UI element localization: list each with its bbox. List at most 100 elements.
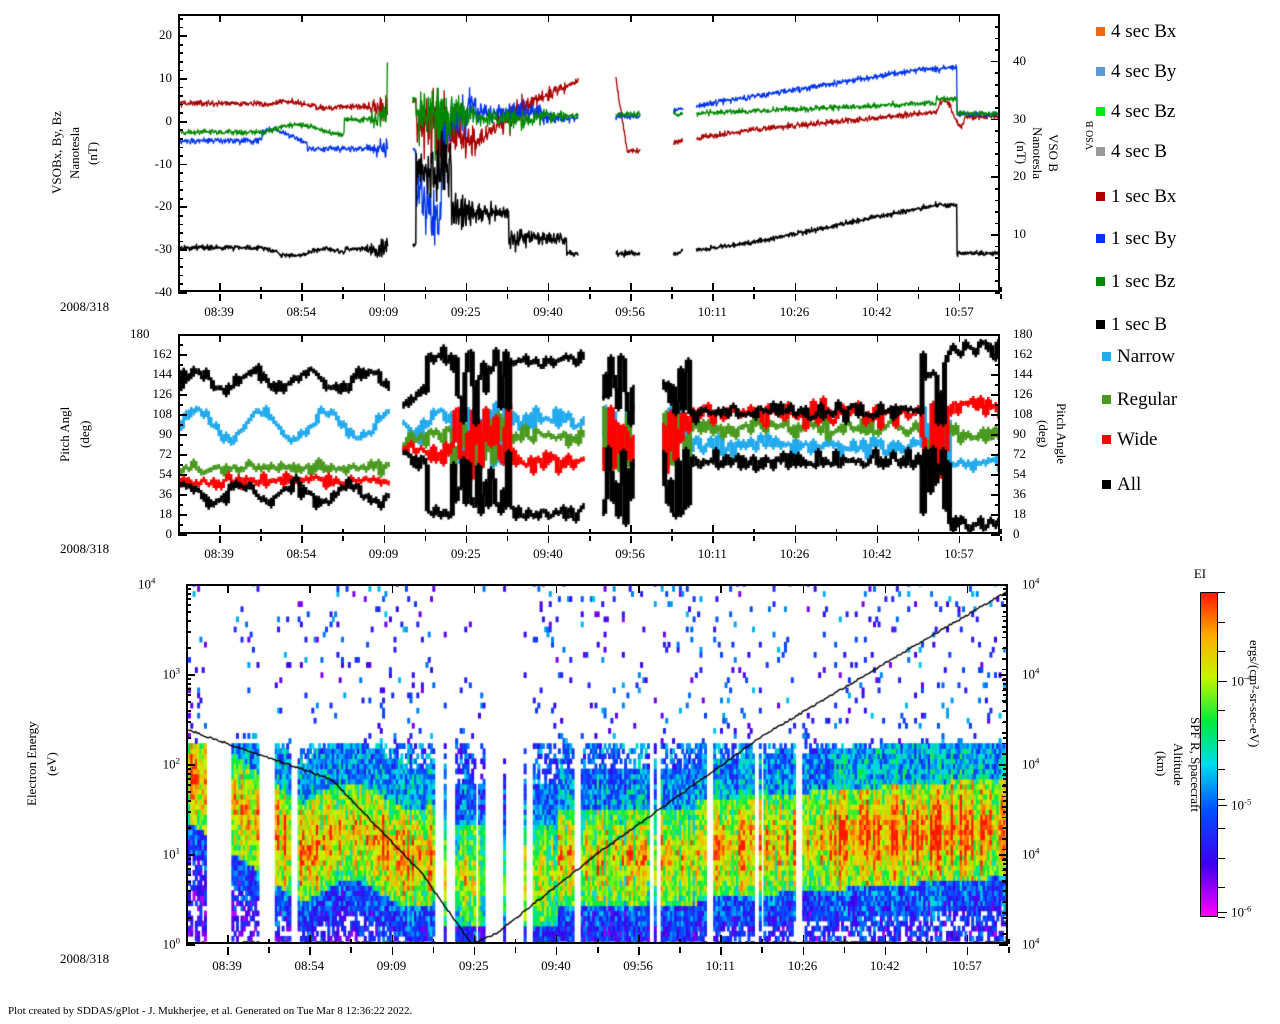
legend-item[interactable]: 1 sec By [1096, 229, 1176, 248]
legend-item-label: 1 sec B [1111, 313, 1167, 335]
axis-tick [995, 211, 1000, 213]
axis-tick [995, 384, 1000, 386]
axis-tick [712, 294, 714, 301]
axis-tick [260, 536, 262, 541]
axis-tick [178, 52, 183, 55]
axis-tick [178, 534, 187, 536]
legend-item[interactable]: Wide [1102, 428, 1158, 450]
axis-tick [1002, 880, 1008, 882]
axis-tick [465, 14, 468, 22]
axis-tick [301, 294, 303, 301]
colorbar-tick [1218, 828, 1225, 830]
panel-2-ytick-left: 90 [159, 426, 172, 441]
panel-2-ytick-right: 18 [1013, 506, 1026, 521]
legend-swatch-icon [1096, 26, 1105, 36]
axis-tick [1002, 742, 1008, 745]
legend-item[interactable]: 4 sec Bz [1096, 100, 1176, 122]
legend-item[interactable]: 4 sec B [1096, 142, 1167, 161]
axis-tick [843, 939, 846, 944]
axis-tick [995, 404, 1000, 406]
colorbar-title: EI [1193, 566, 1207, 581]
colorbar-tick [1218, 739, 1225, 741]
legend-item[interactable]: 1 sec Bz [1096, 272, 1175, 291]
axis-tick [219, 536, 221, 543]
colorbar-tick [1218, 887, 1225, 889]
axis-tick [260, 529, 262, 534]
axis-tick [995, 504, 1000, 506]
axis-tick [1008, 947, 1010, 953]
axis-tick [589, 529, 591, 534]
legend-item-label: 4 sec Bz [1111, 100, 1176, 122]
axis-tick [186, 611, 191, 613]
axis-tick [178, 274, 183, 277]
axis-tick [186, 693, 191, 696]
colorbar-tick [1218, 769, 1225, 771]
axis-tick [917, 536, 920, 541]
legend-item[interactable]: 4 sec By [1096, 62, 1176, 81]
axis-tick [178, 464, 183, 466]
panel-1-ytick-right: 40 [1013, 52, 1026, 68]
axis-tick [260, 287, 262, 292]
axis-tick [638, 584, 640, 593]
axis-tick [178, 95, 183, 97]
axis-tick [186, 687, 191, 690]
legend-swatch-icon [1096, 191, 1105, 201]
axis-tick [178, 26, 183, 29]
panel-3-ylabel-right-3: (km) [1154, 751, 1169, 777]
panel-1-xtick: 09:25 [450, 304, 481, 319]
colorbar-tick [1218, 917, 1225, 918]
legend-item[interactable]: Narrow [1102, 347, 1175, 366]
colorbar-tick [1218, 651, 1225, 653]
panel-3-xtick: 09:40 [541, 958, 571, 973]
axis-tick [186, 588, 191, 590]
panel-2-ytick-left: 54 [159, 466, 172, 481]
axis-tick [1002, 711, 1008, 713]
axis-tick [178, 240, 183, 243]
axis-tick [186, 597, 191, 600]
panel-1-ytick-left: -30 [154, 241, 172, 257]
axis-tick [995, 257, 1000, 259]
axis-tick [995, 444, 1000, 446]
legend-item[interactable]: All [1102, 475, 1141, 494]
panel-3-xtick: 09:25 [458, 958, 489, 973]
panel-2-ytick-right: 144 [1013, 366, 1033, 381]
axis-tick [555, 584, 558, 593]
legend-item[interactable]: 4 sec Bx [1096, 22, 1176, 41]
axis-tick [186, 646, 191, 649]
legend-item[interactable]: Regular [1102, 390, 1177, 409]
axis-tick [925, 939, 928, 944]
axis-tick [219, 14, 221, 22]
legend-item[interactable]: 1 sec B [1096, 313, 1167, 335]
axis-tick [884, 935, 887, 944]
panel-2-ytick-left: 180 [130, 326, 150, 341]
panel-1-ytick-left: 10 [159, 70, 172, 86]
axis-tick [178, 138, 183, 140]
axis-tick [1002, 647, 1008, 649]
axis-tick [991, 514, 1000, 516]
axis-tick [917, 529, 920, 534]
colorbar-tick-label: 10-6 [1231, 903, 1252, 920]
legend-item[interactable]: 1 sec Bx [1096, 187, 1176, 206]
axis-tick [301, 14, 303, 22]
panel-2-ytick-right: 36 [1013, 486, 1026, 501]
panel-2-xtick: 10:26 [779, 546, 810, 561]
panel-3-xtick: 08:39 [212, 958, 242, 973]
panel-2-ytick-right: 54 [1013, 466, 1026, 481]
axis-tick [1003, 873, 1008, 876]
axis-tick [995, 187, 1000, 190]
axis-tick [995, 222, 1000, 225]
axis-tick [555, 935, 558, 944]
axis-tick [712, 283, 714, 292]
axis-tick [301, 525, 303, 534]
footer-credit: Plot created by SDDAS/gPlot - J. Mukherj… [8, 1005, 413, 1017]
panel-2-ylabel-right-2: (deg) [1036, 420, 1051, 448]
colorbar-tick [1218, 621, 1225, 623]
axis-tick [178, 374, 187, 376]
legend-item-label: Wide [1117, 428, 1158, 450]
axis-tick [995, 26, 1000, 28]
axis-tick [178, 215, 183, 217]
axis-tick [383, 294, 386, 301]
axis-tick [876, 283, 879, 292]
axis-tick [999, 674, 1008, 676]
